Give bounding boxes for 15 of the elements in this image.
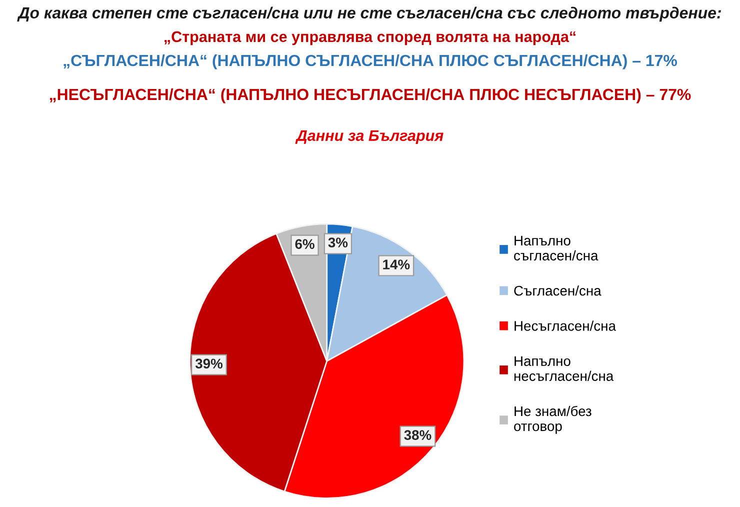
- data-label: 14%: [383, 260, 410, 270]
- legend-label: Не знам/без отговор: [514, 406, 592, 434]
- chart-subtitle: „Страната ми се управлява според волята на народа“: [164, 31, 576, 46]
- legend-label: Несъгласен/сна: [514, 320, 616, 331]
- legend-label: Напълно съгласен/сна: [514, 236, 598, 260]
- data-label: 6%: [295, 239, 314, 249]
- text: Данни за България: [295, 130, 444, 144]
- legend-label: Съгласен/сна: [514, 285, 602, 296]
- text: „НЕСЪГЛАСЕН/СНА“ (НАПЪЛНО НЕСЪГЛАСЕН/СНА ПЛЮС НЕСЪГЛАСЕН) – 77%: [50, 88, 691, 104]
- data-label: 38%: [404, 430, 432, 440]
- data-label: 39%: [195, 358, 223, 369]
- chart-title: До каква степен сте съгласен/сна или не сте съгласен/сна със следното твърдение:: [17, 6, 721, 22]
- text: „СЪГЛАСЕН/СНА“ (НАПЪЛНО СЪГЛАСЕН/СНА ПЛЮС СЪГЛАСЕН/СНА) – 17%: [64, 54, 677, 70]
- legend-label: Напълно несъгласен/сна: [514, 356, 614, 381]
- data-label: 3%: [328, 238, 348, 248]
